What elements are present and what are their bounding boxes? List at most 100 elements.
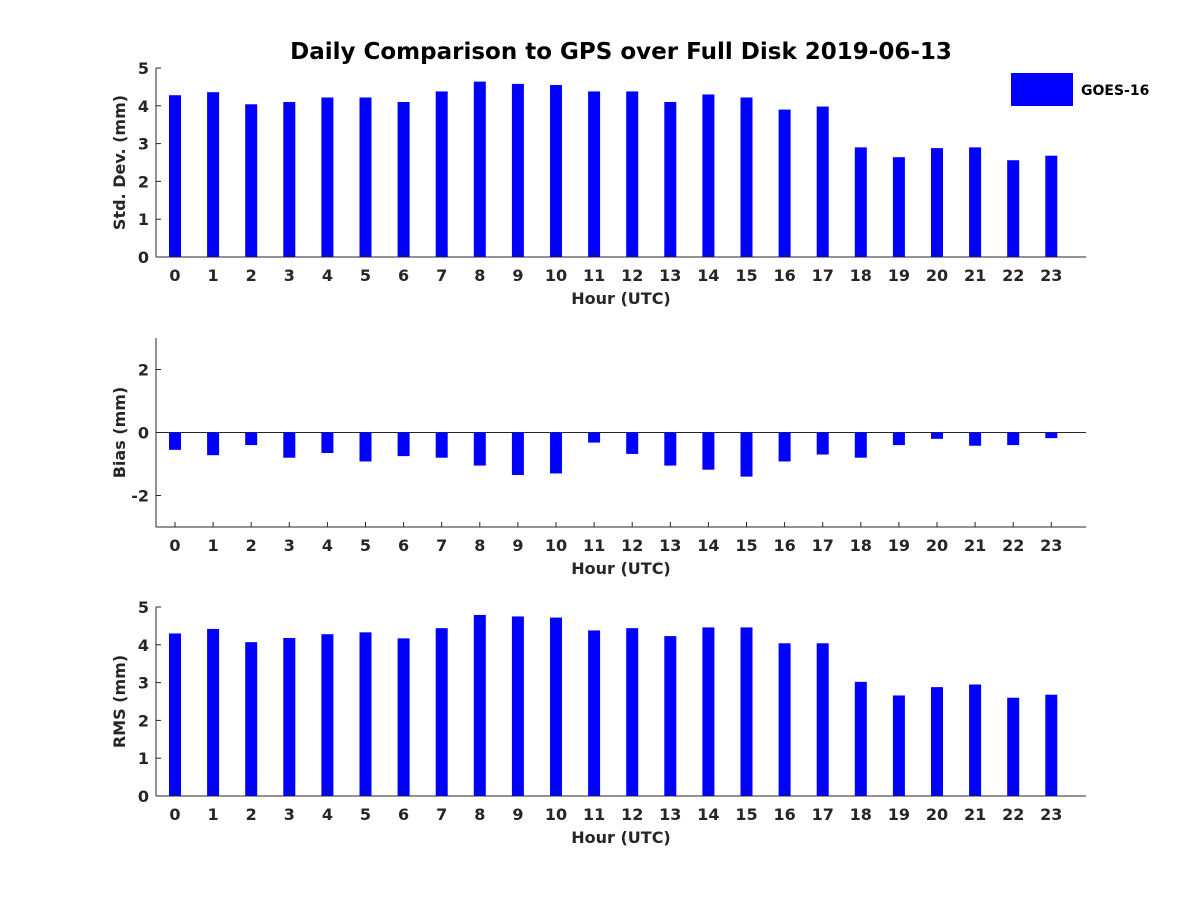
rms-x-tick-label: 0: [169, 805, 180, 824]
rms-x-tick-label: 23: [1040, 805, 1062, 824]
rms-x-tick-label: 17: [812, 805, 834, 824]
bias-x-tick-label: 21: [964, 536, 986, 555]
legend: GOES-16: [1011, 73, 1149, 106]
rms-x-tick-label: 21: [964, 805, 986, 824]
rms-x-tick-label: 9: [512, 805, 523, 824]
bias-x-tick-label: 23: [1040, 536, 1062, 555]
bias-x-tick-label: 17: [812, 536, 834, 555]
std-dev-bar-14: [702, 94, 715, 258]
rms-y-tick-label: 5: [138, 598, 149, 617]
bias-bar-14: [702, 432, 715, 470]
std-dev-bar-4: [321, 97, 334, 257]
bias-bar-22: [1007, 432, 1020, 446]
rms-x-tick-label: 5: [360, 805, 371, 824]
rms-x-tick-label: 4: [322, 805, 333, 824]
std-dev-x-tick-label: 3: [284, 266, 295, 285]
bias-bar-13: [664, 432, 677, 466]
std-dev-bar-17: [816, 106, 829, 257]
bias-x-tick-label: 14: [697, 536, 719, 555]
std-dev-x-tick-label: 22: [1002, 266, 1024, 285]
rms-bar-14: [702, 627, 715, 796]
std-dev-x-tick-label: 23: [1040, 266, 1062, 285]
bias-x-tick-label: 12: [621, 536, 643, 555]
std-dev-bar-16: [778, 109, 791, 257]
bias-bar-5: [359, 432, 372, 462]
std-dev-bar-0: [169, 95, 181, 257]
std-dev-x-tick-label: 7: [436, 266, 447, 285]
std-dev-x-tick-label: 15: [735, 266, 757, 285]
std-dev-bar-22: [1007, 160, 1020, 257]
rms-x-tick-label: 8: [474, 805, 485, 824]
bias-bar-21: [969, 432, 982, 446]
std-dev-bar-18: [854, 147, 867, 257]
std-dev-bar-20: [931, 148, 943, 257]
std-dev-y-tick-label: 5: [138, 59, 149, 78]
rms-x-tick-label: 2: [246, 805, 257, 824]
rms-bar-7: [435, 628, 448, 796]
bias-x-tick-label: 20: [926, 536, 948, 555]
bias-y-tick-label: -2: [131, 487, 149, 506]
std-dev-x-tick-label: 9: [512, 266, 523, 285]
bias-x-axis-label: Hour (UTC): [571, 559, 671, 578]
bias-x-tick-label: 6: [398, 536, 409, 555]
chart-title: Daily Comparison to GPS over Full Disk 2…: [290, 39, 952, 65]
bias-bar-17: [816, 432, 829, 455]
bias-x-tick-label: 0: [169, 536, 180, 555]
bias-x-tick-label: 7: [436, 536, 447, 555]
std-dev-x-tick-label: 0: [169, 266, 180, 285]
std-dev-x-tick-label: 2: [246, 266, 257, 285]
rms-y-tick-label: 3: [138, 674, 149, 693]
std-dev-y-tick-label: 2: [138, 172, 149, 191]
rms-x-axis-label: Hour (UTC): [571, 828, 671, 847]
std-dev-bar-19: [892, 157, 905, 257]
rms-x-tick-label: 11: [583, 805, 605, 824]
rms-bar-16: [778, 643, 791, 796]
std-dev-bar-2: [245, 104, 258, 258]
bias-x-tick-label: 15: [735, 536, 757, 555]
rms-bar-10: [550, 617, 562, 796]
rms-bar-9: [511, 616, 524, 796]
bias-bar-4: [321, 432, 334, 453]
std-dev-bar-7: [435, 91, 448, 257]
std-dev-x-tick-label: 10: [545, 266, 567, 285]
rms-y-tick-label: 2: [138, 711, 149, 730]
std-dev-bar-15: [740, 97, 753, 257]
rms-bar-12: [626, 628, 639, 796]
std-dev-y-tick-label: 0: [138, 248, 149, 267]
rms-bar-1: [207, 628, 220, 796]
bias-x-tick-label: 22: [1002, 536, 1024, 555]
bias-x-tick-label: 11: [583, 536, 605, 555]
std-dev-bar-21: [969, 147, 982, 257]
rms-bar-8: [473, 614, 486, 796]
rms-x-tick-label: 10: [545, 805, 567, 824]
rms-bar-19: [892, 695, 905, 796]
std-dev-x-tick-label: 14: [697, 266, 719, 285]
std-dev-bar-1: [207, 92, 220, 257]
rms-bar-3: [283, 637, 296, 796]
std-dev-bar-10: [550, 85, 562, 257]
rms-bar-13: [664, 636, 677, 796]
bias-x-tick-label: 8: [474, 536, 485, 555]
bias-x-tick-label: 16: [773, 536, 795, 555]
std-dev-x-tick-label: 5: [360, 266, 371, 285]
std-dev-bar-6: [397, 102, 410, 258]
bias-bar-15: [740, 432, 753, 477]
std-dev-x-tick-label: 4: [322, 266, 333, 285]
bias-bar-12: [626, 432, 639, 454]
bias-y-tick-label: 2: [138, 361, 149, 380]
std-dev-bar-12: [626, 91, 639, 257]
bias-bar-23: [1045, 432, 1058, 439]
rms-x-tick-label: 15: [735, 805, 757, 824]
bias-bar-9: [511, 432, 524, 476]
std-dev-x-tick-label: 18: [850, 266, 872, 285]
rms-bar-17: [816, 643, 829, 796]
std-dev-x-tick-label: 8: [474, 266, 485, 285]
rms-y-tick-label: 1: [138, 749, 149, 768]
rms-bar-5: [359, 632, 372, 796]
bias-x-tick-label: 4: [322, 536, 333, 555]
std-dev-x-tick-label: 6: [398, 266, 409, 285]
bias-x-tick-label: 5: [360, 536, 371, 555]
std-dev-x-tick-label: 13: [659, 266, 681, 285]
